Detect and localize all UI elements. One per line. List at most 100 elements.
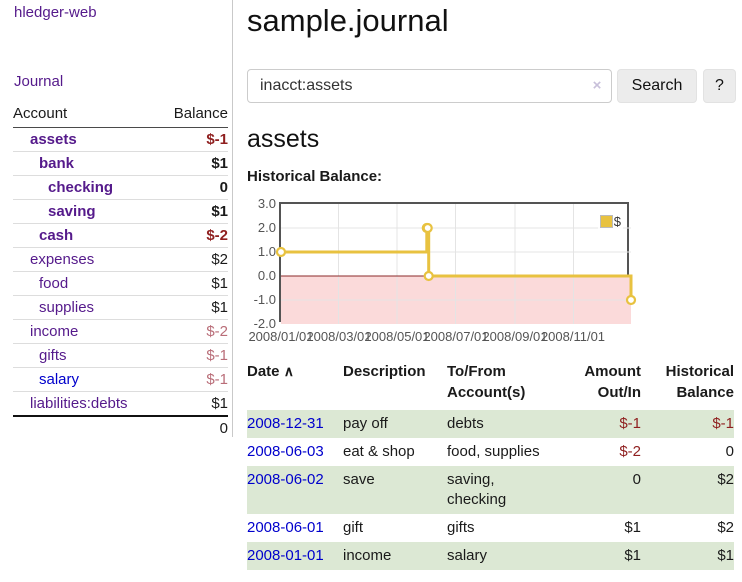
sidebar-item-journal[interactable]: Journal: [14, 73, 64, 90]
transaction-description-cell: pay off: [343, 415, 388, 432]
account-balance: $-1: [158, 343, 228, 368]
sidebar-account-rows: assets $-1 bank $1 checking 0 saving $1 cash $-2 e…: [13, 127, 228, 417]
date-column-header[interactable]: Date ∧: [247, 360, 343, 410]
transaction-balance-cell: $2: [717, 519, 734, 536]
chart-plot-area: $: [275, 202, 637, 324]
transaction-amount-cell: $-1: [619, 415, 641, 432]
y-axis-tick-label: 0.0: [257, 268, 276, 283]
transaction-date-link[interactable]: 2008-06-01: [247, 519, 324, 536]
transaction-row: 2008-06-02 save saving, checking 0 $2: [247, 466, 734, 514]
help-button[interactable]: ?: [703, 69, 736, 103]
account-cell: saving: [13, 199, 159, 224]
transaction-accounts-cell: salary: [447, 547, 488, 564]
x-axis-tick-label: 2008/11/01: [540, 329, 606, 344]
account-column-header: Account: [13, 103, 159, 128]
account-row: checking 0: [13, 175, 228, 200]
account-balance: $2: [158, 247, 228, 272]
transaction-register-table: Date ∧ Description To/From Account(s) Am…: [247, 360, 734, 570]
register-header-row: Date ∧ Description To/From Account(s) Am…: [247, 360, 734, 410]
transaction-date-link[interactable]: 2008-12-31: [247, 415, 324, 432]
account-table-header-row: Account Balance: [13, 103, 228, 128]
account-row: expenses $2: [13, 247, 228, 272]
account-row: liabilities:debts $1: [13, 391, 228, 417]
transaction-date-link-cell: 2008-06-01: [247, 514, 343, 542]
account-row: saving $1: [13, 199, 228, 224]
sidebar-account-link[interactable]: liabilities:debts: [30, 395, 128, 412]
y-axis-tick-label: 2.0: [257, 220, 276, 235]
transaction-accounts-cell: gifts: [447, 519, 475, 536]
account-balance-table: Account Balance assets $-1 bank $1 checking 0…: [13, 103, 228, 441]
chart-title: Historical Balance:: [247, 168, 383, 185]
transaction-date-link-cell: 2008-12-31: [247, 410, 343, 438]
sidebar-account-link[interactable]: cash: [39, 227, 74, 244]
transaction-date-link-cell: 2008-01-01: [247, 542, 343, 570]
account-cell: liabilities:debts: [13, 391, 159, 417]
transaction-description-cell: gift: [343, 519, 364, 536]
sidebar-account-link[interactable]: assets: [30, 131, 77, 148]
y-axis-tick-label: -1.0: [253, 292, 276, 307]
account-cell: assets: [13, 127, 159, 152]
account-balance: $1: [158, 295, 228, 320]
sidebar-account-link[interactable]: gifts: [39, 347, 67, 364]
sidebar-account-link[interactable]: income: [30, 323, 79, 340]
sidebar: hledger-web Journal Account Balance asse…: [0, 0, 233, 441]
account-cell: income: [13, 319, 159, 344]
y-axis-tick-label: 1.0: [257, 244, 276, 259]
transaction-row: 2008-12-31 pay off debts $-1 $-1: [247, 410, 734, 438]
sidebar-account-link[interactable]: expenses: [30, 251, 95, 268]
account-balance: $-1: [158, 127, 228, 152]
x-axis-tick-label: 2008/01/01: [248, 329, 314, 344]
transaction-description-cell: income: [343, 547, 392, 564]
chart-legend: $: [597, 213, 623, 230]
search-bar: × Search ?: [247, 69, 736, 103]
transaction-balance-cell: $1: [717, 547, 734, 564]
account-cell: expenses: [13, 247, 159, 272]
account-cell: bank: [13, 151, 159, 176]
account-row: gifts $-1: [13, 343, 228, 368]
account-row: bank $1: [13, 151, 228, 176]
account-cell: gifts: [13, 343, 159, 368]
historical-balance-chart: $ 3.0 2.0 1.0 0.0 -1.0 -2.0 2008/01/01 2008/03…: [247, 197, 736, 348]
legend-swatch-icon: [599, 215, 613, 228]
sidebar-account-link[interactable]: salary: [39, 371, 80, 388]
transaction-row: 2008-06-01 gift gifts $1 $2: [247, 514, 734, 542]
transaction-amount-cell: $1: [624, 547, 641, 564]
accounts-column-header: To/From Account(s): [447, 363, 526, 401]
spacer: [13, 415, 159, 441]
transaction-row: 2008-06-03 eat & shop food, supplies $-2 0: [247, 438, 734, 466]
transaction-date-link[interactable]: 2008-06-02: [247, 471, 324, 488]
account-balance: $-2: [158, 319, 228, 344]
transaction-balance-cell: 0: [725, 443, 734, 460]
x-axis-tick-label: 2008/07/01: [423, 329, 489, 344]
account-balance: $1: [158, 271, 228, 296]
account-row: salary $-1: [13, 367, 228, 392]
sidebar-account-link[interactable]: checking: [48, 179, 114, 196]
sidebar-account-link[interactable]: bank: [39, 155, 75, 172]
sidebar-account-link[interactable]: supplies: [39, 299, 95, 316]
search-input[interactable]: [247, 69, 612, 103]
x-axis-tick-label: 2008/05/01: [364, 329, 430, 344]
account-row: cash $-2: [13, 223, 228, 248]
account-cell: checking: [13, 175, 159, 200]
sidebar-account-link[interactable]: food: [39, 275, 69, 292]
search-button[interactable]: Search: [617, 69, 697, 103]
transaction-balance-cell: $-1: [712, 415, 734, 432]
transaction-date-link[interactable]: 2008-01-01: [247, 547, 324, 564]
date-header-label: Date: [247, 363, 280, 380]
sidebar-account-link[interactable]: saving: [48, 203, 96, 220]
account-cell: food: [13, 271, 159, 296]
x-axis-tick-label: 2008/09/01: [482, 329, 548, 344]
account-row: supplies $1: [13, 295, 228, 320]
chart-series-svg: [275, 204, 637, 324]
account-balance: 0: [158, 175, 228, 200]
clear-search-icon[interactable]: ×: [592, 77, 602, 94]
transaction-date-link[interactable]: 2008-06-03: [247, 443, 324, 460]
transaction-balance-cell: $2: [717, 471, 734, 488]
app-brand-link[interactable]: hledger-web: [14, 4, 97, 21]
transaction-amount-cell: $-2: [619, 443, 641, 460]
account-total-row: 0: [13, 415, 228, 441]
register-rows: 2008-12-31 pay off debts $-1 $-1 2008-06-03 ea…: [247, 410, 734, 570]
account-total-balance: 0: [158, 415, 228, 441]
account-cell: supplies: [13, 295, 159, 320]
account-balance: $1: [158, 199, 228, 224]
